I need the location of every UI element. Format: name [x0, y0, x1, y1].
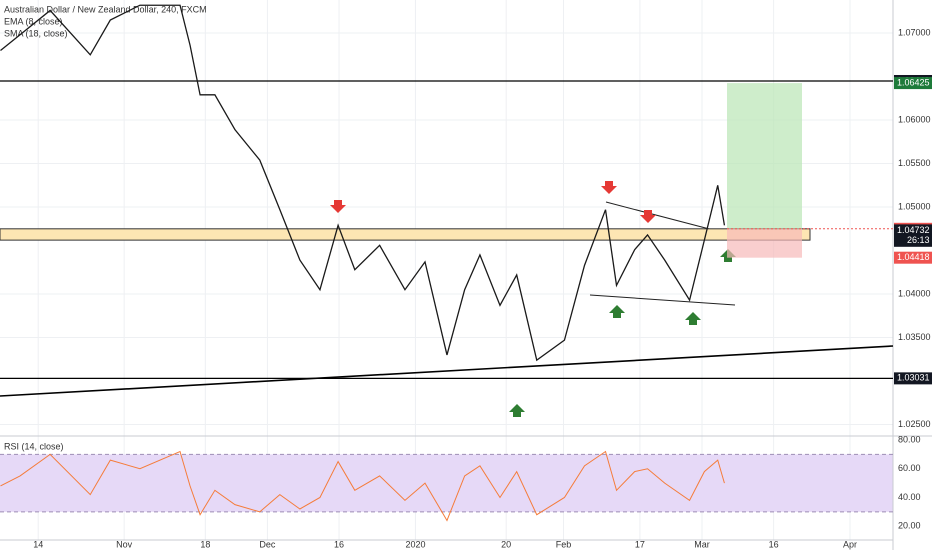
sell-arrows [330, 181, 656, 223]
rsi-tick-label: 40.00 [898, 492, 921, 502]
price-tag-label: 1.06425 [897, 77, 930, 87]
countdown: 26:13 [907, 235, 930, 245]
indicator-label: SMA (18, close) [4, 28, 68, 38]
support-zone [0, 228, 811, 241]
rsi-title: RSI (14, close) [4, 441, 64, 451]
x-tick-label: Dec [259, 539, 276, 549]
stop-box [727, 228, 802, 258]
chart-title: Australian Dollar / New Zealand Dollar, … [4, 4, 207, 14]
x-tick-label: 20 [501, 539, 511, 549]
x-tick-label: 17 [635, 539, 645, 549]
trend-line [0, 345, 894, 397]
wedge-line [589, 294, 736, 306]
countdown-tag [894, 234, 932, 247]
x-tick-label: Feb [556, 539, 572, 549]
rsi-tick-label: 60.00 [898, 463, 921, 473]
price-tag [894, 77, 932, 90]
x-tick-label: 16 [334, 539, 344, 549]
x-tick-label: Nov [116, 539, 133, 549]
x-tick-label: 18 [200, 539, 210, 549]
x-tick-label: Mar [694, 539, 710, 549]
price-tag [894, 251, 932, 264]
y-tick-label: 1.03500 [898, 332, 931, 342]
y-tick-label: 1.07000 [898, 27, 931, 37]
price-line [0, 4, 726, 362]
y-tick-label: 1.05500 [898, 158, 931, 168]
rsi-band [0, 454, 893, 512]
rsi-tick-label: 20.00 [898, 521, 921, 531]
x-tick-label: 16 [769, 539, 779, 549]
y-tick-label: 1.05000 [898, 201, 931, 211]
y-tick-label: 1.06000 [898, 114, 931, 124]
x-tick-label: 14 [33, 539, 43, 549]
y-tick-label: 1.04000 [898, 288, 931, 298]
price-tag [894, 372, 932, 385]
price-tag-label: 1.04732 [897, 225, 930, 235]
price-tag [894, 224, 932, 237]
rsi-line [0, 450, 725, 522]
buy-arrows [509, 249, 736, 417]
price-tag-label: 1.04418 [897, 252, 930, 262]
rsi-tick-label: 80.00 [898, 434, 921, 444]
x-tick-label: Apr [843, 539, 857, 549]
price-tag-label: 1.03031 [897, 373, 930, 383]
x-tick-label: 2020 [405, 539, 425, 549]
target-box [727, 83, 802, 229]
y-tick-label: 1.02500 [898, 419, 931, 429]
indicator-label: EMA (8, close) [4, 16, 63, 26]
